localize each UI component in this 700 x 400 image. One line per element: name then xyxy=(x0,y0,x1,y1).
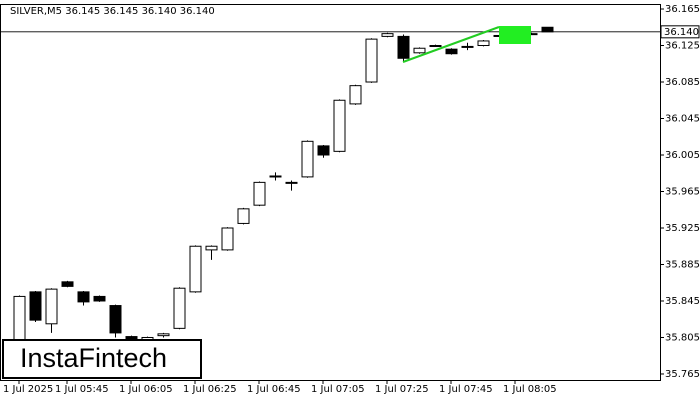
y-tick-label: 36.005 xyxy=(665,150,700,161)
y-tick-label: 35.845 xyxy=(665,296,700,307)
candle-body xyxy=(157,333,170,337)
logo-box xyxy=(2,339,202,379)
candle-body xyxy=(77,291,90,303)
candle-body xyxy=(189,245,202,293)
y-tick-label: 35.925 xyxy=(665,223,700,234)
y-tick-label: 35.965 xyxy=(665,186,700,197)
candle-body xyxy=(413,47,426,54)
x-tick-label: 1 Jul 08:05 xyxy=(503,384,557,395)
logo: InstaFintech xyxy=(20,343,167,373)
candle-body xyxy=(349,85,362,105)
pattern-line xyxy=(402,26,500,63)
candle-body xyxy=(205,245,218,251)
price-label: 36.140 xyxy=(664,27,699,38)
candle-body xyxy=(461,45,474,48)
candle-body xyxy=(365,38,378,83)
chart-title: SILVER,M5 36.145 36.145 36.140 36.140 xyxy=(10,6,215,17)
candle-body xyxy=(397,35,410,59)
candle-body xyxy=(541,26,554,33)
candle-body xyxy=(173,287,186,329)
candle-body xyxy=(93,295,106,302)
candle-body xyxy=(477,40,490,47)
candle-body xyxy=(29,291,42,321)
y-tick-label: 36.165 xyxy=(665,4,700,15)
x-tick-label: 1 Jul 06:25 xyxy=(183,384,237,395)
candle-body xyxy=(253,181,266,206)
candle-body xyxy=(317,145,330,156)
price-label-box xyxy=(660,25,700,39)
x-tick-label: 1 Jul 07:25 xyxy=(375,384,429,395)
candle-body xyxy=(269,175,282,178)
y-tick-label: 36.045 xyxy=(665,114,700,125)
candle-body xyxy=(381,33,394,37)
y-tick-label: 36.125 xyxy=(665,41,700,52)
x-tick-label: 1 Jul 07:45 xyxy=(439,384,493,395)
candle-body xyxy=(61,281,74,287)
x-tick-label: 1 Jul 07:05 xyxy=(311,384,365,395)
x-tick-label: 1 Jul 06:05 xyxy=(119,384,173,395)
candle-body xyxy=(429,45,442,48)
candle-body xyxy=(237,208,250,224)
candle-body xyxy=(333,99,346,152)
y-tick-label: 35.885 xyxy=(665,259,700,270)
x-tick-label: 1 Jul 06:45 xyxy=(247,384,301,395)
candle-body xyxy=(221,227,234,251)
candle-body xyxy=(301,140,314,178)
y-tick-label: 36.085 xyxy=(665,77,700,88)
y-tick-label: 35.805 xyxy=(665,332,700,343)
y-tick-label: 35.765 xyxy=(665,369,700,380)
x-tick-label: 1 Jul 2025 xyxy=(3,384,53,395)
candle-body xyxy=(45,288,58,325)
x-tick-label: 1 Jul 05:45 xyxy=(55,384,109,395)
candle-body xyxy=(285,181,298,184)
candle-body xyxy=(445,48,458,55)
candle-body xyxy=(109,305,122,334)
pattern-flag xyxy=(499,26,531,44)
plot-frame xyxy=(0,4,661,381)
